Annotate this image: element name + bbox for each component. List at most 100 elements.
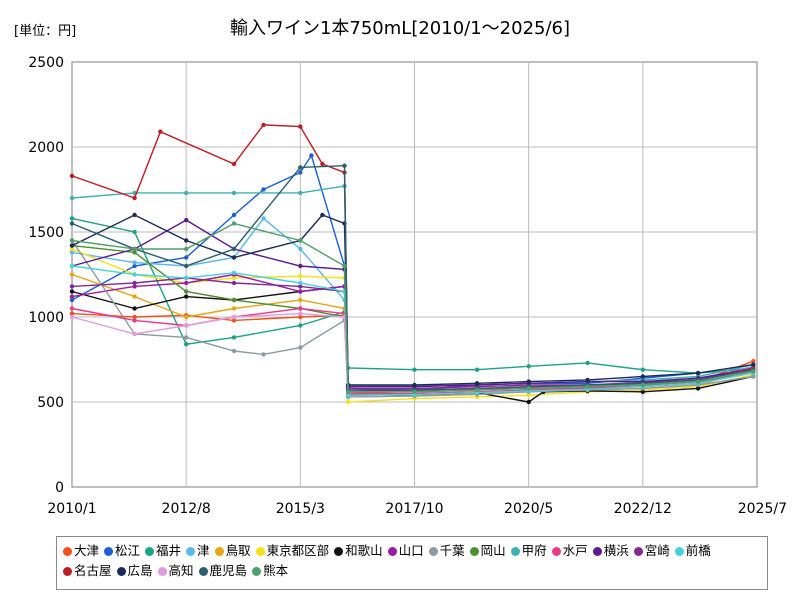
legend-label: 津 xyxy=(197,543,210,558)
series-2 xyxy=(69,153,756,393)
legend-label: 東京都区部 xyxy=(266,543,330,558)
legend-marker-icon xyxy=(428,547,438,556)
legend-marker-icon xyxy=(214,547,224,556)
series-line xyxy=(71,217,754,374)
data-point xyxy=(585,384,590,389)
legend-item: 熊本 xyxy=(252,561,288,581)
data-point xyxy=(158,129,163,134)
data-point xyxy=(346,399,351,405)
data-point xyxy=(231,314,237,320)
data-point xyxy=(69,314,75,320)
data-point xyxy=(132,246,137,252)
data-point xyxy=(751,362,756,367)
legend-label: 水戸 xyxy=(562,543,588,558)
legend-marker-icon xyxy=(145,547,155,556)
data-point xyxy=(298,165,303,170)
data-point xyxy=(320,161,325,167)
data-point xyxy=(69,246,75,252)
data-point xyxy=(132,318,137,323)
data-point xyxy=(132,212,137,218)
legend-marker-icon xyxy=(592,547,602,556)
data-point xyxy=(298,345,303,350)
y-tick-label: 0 xyxy=(55,480,64,496)
legend-marker-icon xyxy=(157,567,167,576)
y-tick-label: 1500 xyxy=(28,225,64,241)
series-line xyxy=(71,265,754,396)
legend-label: 高知 xyxy=(168,563,194,578)
data-point xyxy=(69,294,75,299)
data-point xyxy=(309,153,314,158)
data-point xyxy=(298,314,303,320)
series-line xyxy=(71,185,754,387)
data-point xyxy=(298,170,303,175)
data-point xyxy=(231,246,237,252)
data-point xyxy=(184,323,189,328)
data-point xyxy=(184,335,189,340)
data-point xyxy=(69,272,75,277)
data-point xyxy=(184,255,189,260)
legend-item: 横浜 xyxy=(592,541,629,561)
data-point xyxy=(298,284,303,289)
data-point xyxy=(132,229,137,235)
data-point xyxy=(231,348,237,354)
data-point xyxy=(526,364,531,369)
legend-marker-icon xyxy=(510,547,520,556)
data-point xyxy=(231,270,237,275)
data-point xyxy=(184,294,189,299)
y-tick-label: 2000 xyxy=(28,140,64,156)
legend-marker-icon xyxy=(116,567,126,576)
data-point xyxy=(132,284,137,289)
data-point xyxy=(474,387,480,393)
data-point xyxy=(69,238,75,243)
data-point xyxy=(342,263,347,269)
legend-label: 宮崎 xyxy=(644,543,670,558)
legend-marker-icon xyxy=(469,547,479,556)
data-point xyxy=(132,280,137,286)
data-point xyxy=(231,212,237,218)
legend-marker-icon xyxy=(334,547,344,556)
series-11 xyxy=(69,183,756,389)
series-20 xyxy=(69,221,756,394)
data-point xyxy=(412,367,417,372)
series-line xyxy=(71,217,754,393)
data-point xyxy=(132,263,137,269)
data-point xyxy=(231,190,237,196)
data-point xyxy=(132,294,137,299)
legend-label: 横浜 xyxy=(603,543,629,558)
data-point xyxy=(184,246,189,252)
data-point xyxy=(585,377,590,383)
legend-label: 広島 xyxy=(127,563,153,578)
data-point xyxy=(751,374,756,379)
data-point xyxy=(526,393,531,398)
unit-label: [単位：円] xyxy=(14,24,77,39)
data-point xyxy=(69,263,75,269)
series-13 xyxy=(69,217,756,389)
legend-label: 千葉 xyxy=(439,543,465,558)
legend-marker-icon xyxy=(255,547,265,556)
legend-label: 甲府 xyxy=(521,543,547,558)
data-point xyxy=(132,306,137,311)
y-tick-label: 1000 xyxy=(28,310,64,326)
series-line xyxy=(71,219,754,388)
legend-label: 大津 xyxy=(74,543,100,558)
data-point xyxy=(231,318,237,323)
legend-item: 水戸 xyxy=(551,541,588,561)
legend-label: 鳥取 xyxy=(225,543,251,558)
data-point xyxy=(298,274,303,279)
legend-item: 山口 xyxy=(387,541,424,561)
legend-item: 岡山 xyxy=(469,541,506,561)
data-point xyxy=(184,314,189,320)
legend-item: 甲府 xyxy=(510,541,547,561)
legend-label: 山口 xyxy=(398,543,424,558)
data-point xyxy=(298,190,303,196)
data-point xyxy=(231,275,237,281)
data-point xyxy=(474,367,480,372)
legend-item: 津 xyxy=(186,541,210,561)
legend-item: 福井 xyxy=(145,541,181,561)
legend-marker-icon xyxy=(198,567,208,576)
legend-item: 和歌山 xyxy=(334,541,383,561)
legend-item: 鳥取 xyxy=(214,541,251,561)
legend-item: 松江 xyxy=(104,541,140,561)
series-line xyxy=(71,277,754,393)
